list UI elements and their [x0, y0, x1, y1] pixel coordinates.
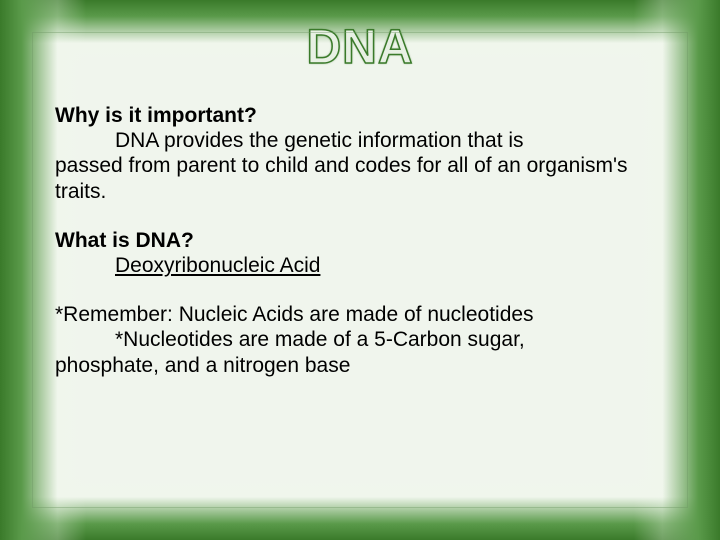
- slide-title: DNA: [55, 20, 665, 75]
- answer-2: Deoxyribonucleic Acid: [55, 253, 665, 278]
- remember-line1: *Remember: Nucleic Acids are made of nuc…: [55, 302, 665, 327]
- section-remember: *Remember: Nucleic Acids are made of nuc…: [55, 302, 665, 378]
- section-what-is-dna: What is DNA? Deoxyribonucleic Acid: [55, 228, 665, 278]
- question-1: Why is it important?: [55, 103, 665, 128]
- section-why-important: Why is it important? DNA provides the ge…: [55, 103, 665, 204]
- question-2: What is DNA?: [55, 228, 665, 253]
- answer-1-line2: passed from parent to child and codes fo…: [55, 153, 665, 203]
- remember-line3: phosphate, and a nitrogen base: [55, 353, 665, 378]
- slide-content: Why is it important? DNA provides the ge…: [55, 103, 665, 378]
- answer-1-line1: DNA provides the genetic information tha…: [55, 128, 665, 153]
- remember-line2: *Nucleotides are made of a 5-Carbon suga…: [55, 327, 665, 352]
- slide-container: DNA Why is it important? DNA provides th…: [0, 0, 720, 540]
